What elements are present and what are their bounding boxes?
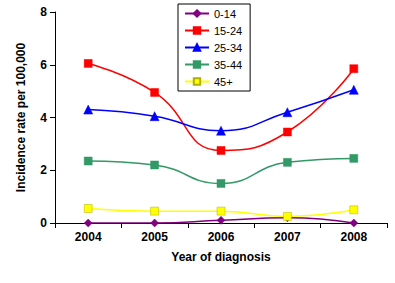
svg-text:4: 4 [40, 111, 47, 125]
svg-text:2007: 2007 [274, 230, 301, 244]
svg-text:2: 2 [40, 163, 47, 177]
svg-text:2005: 2005 [141, 230, 168, 244]
svg-text:35-44: 35-44 [214, 59, 242, 71]
svg-text:0: 0 [40, 216, 47, 230]
svg-text:45+: 45+ [214, 76, 233, 88]
svg-text:15-24: 15-24 [214, 25, 242, 37]
svg-text:8: 8 [40, 5, 47, 19]
svg-text:2004: 2004 [75, 230, 102, 244]
svg-text:6: 6 [40, 58, 47, 72]
svg-text:25-34: 25-34 [214, 42, 242, 54]
svg-text:Incidence rate per 100,000: Incidence rate per 100,000 [14, 42, 28, 192]
svg-text:0-14: 0-14 [214, 8, 236, 20]
svg-text:2008: 2008 [340, 230, 367, 244]
svg-text:Year of diagnosis: Year of diagnosis [171, 250, 271, 264]
svg-text:2006: 2006 [208, 230, 235, 244]
